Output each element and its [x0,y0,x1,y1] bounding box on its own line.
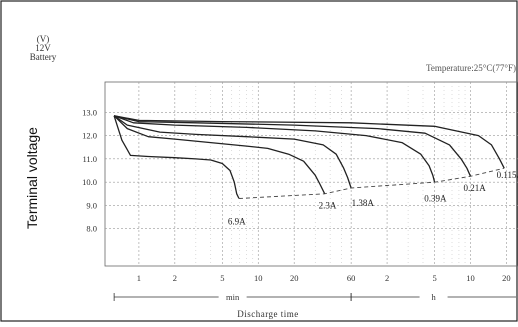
temperature-note: Temperature:25°C(77°F) [426,63,516,73]
x-tick-label: 1 [137,273,141,283]
time-group-label: h [431,292,436,302]
x-tick-label: 5 [220,273,224,283]
x-tick-label: 5 [432,273,436,283]
series-line-6 [113,115,505,169]
y-tick-label: 10.0 [82,177,97,187]
series-line-1 [113,115,240,199]
y-tick-labels: 13.0 12.0 11.0 10.0 9.0 8.0 [82,107,97,233]
x-tick-label: 10 [254,273,263,283]
series-label-6: 0.115A [497,170,518,180]
series-line-5 [113,115,472,177]
battery-word-label: Battery [30,52,57,62]
series-label-4: 0.39A [424,193,447,203]
x-tick-label: 20 [290,273,299,283]
plot-area [104,81,518,267]
series-label-3: 1.38A [352,198,375,208]
x-tick-labels: 1 2 5 10 20 60 2 5 10 20 [137,273,511,283]
series-label-5: 0.21A [464,183,487,193]
unit-label: (V) [37,34,50,44]
x-tick-label: 2 [173,273,177,283]
battery-voltage-label: 12V [35,43,51,53]
y-tick-label: 9.0 [86,200,97,210]
x-tick-label: 60 [347,273,356,283]
time-group-label: min [226,292,240,302]
x-tick-label: 2 [385,273,389,283]
series-line-3 [113,115,352,189]
y-tick-label: 11.0 [82,154,97,164]
series-line-2 [113,115,326,195]
series-group [113,115,505,199]
series-labels: 6.9A 2.3A 1.38A 0.39A 0.21A 0.115A [228,170,518,227]
series-line-4 [113,115,436,183]
y-tick-label: 12.0 [82,131,97,141]
time-groups: min h [113,292,516,302]
x-tick-label: 20 [502,273,511,283]
x-tick-label: 10 [466,273,475,283]
y-axis-label: Terminal voltage [24,127,40,229]
y-tick-label: 8.0 [86,224,97,234]
series-label-2: 2.3A [319,200,337,210]
x-axis-label: Discharge time [237,309,299,319]
cutoff-voltage-line [238,167,505,199]
series-label-1: 6.9A [228,217,246,227]
y-tick-label: 13.0 [82,107,97,117]
